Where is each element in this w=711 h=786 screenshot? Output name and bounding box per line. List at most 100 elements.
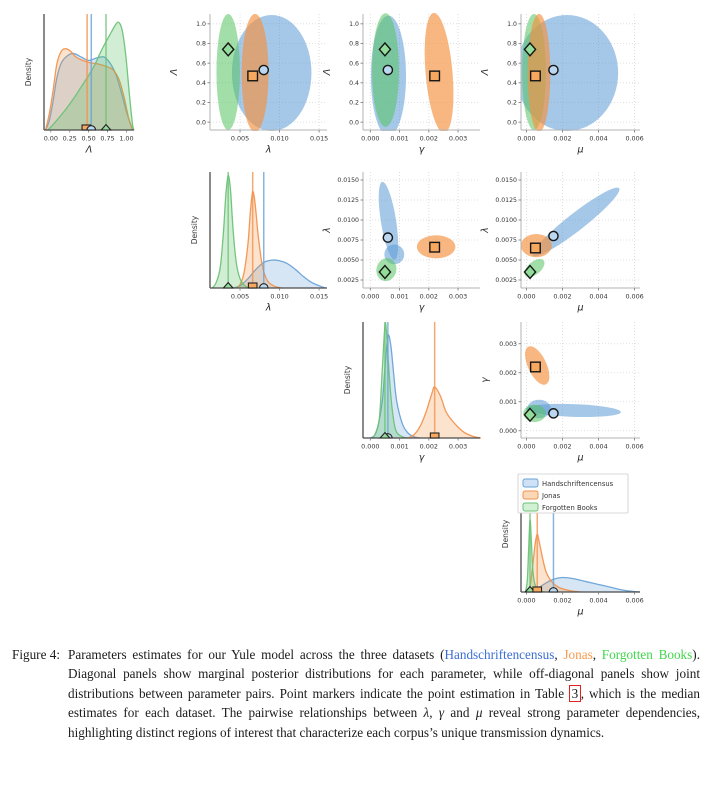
link-table-3[interactable]: 3	[569, 684, 581, 702]
kde-fill-jonas	[527, 533, 581, 592]
x-tick-label: 0.010	[270, 293, 288, 301]
y-axis-label: Λ	[322, 69, 333, 77]
caption-text: , which is the median estimates for each…	[68, 685, 701, 721]
legend-label-hsc: Handschriftencensus	[542, 480, 614, 488]
legend-label-fb: Forgotten Books	[542, 504, 598, 512]
figure-caption-text: Parameters estimates for our Yule model …	[68, 645, 700, 742]
kde-fill-jonas	[45, 48, 133, 130]
rug-marker-halfcircle	[86, 125, 97, 131]
caption-text: and	[444, 705, 476, 721]
point-marker-diamond	[221, 41, 235, 57]
x-tick-label: 0.25	[63, 135, 77, 143]
caption-text: ,	[429, 705, 439, 721]
x-axis-label: γ	[419, 453, 426, 464]
x-tick-label: 0.75	[100, 135, 114, 143]
y-tick-label: 0.0150	[337, 177, 359, 184]
axis-ticks: 0.000 0.002 0.004 0.006 0.0 0.2 0.4 0.6 0.8 1.0	[507, 21, 644, 142]
y-axis-label: γ	[480, 376, 491, 383]
y-tick-label: 0.000	[499, 428, 517, 435]
point-marker-diamond	[523, 264, 537, 280]
axis-ticks: 0.000 0.001 0.002 0.003 0.0 0.2 0.4 0.6 0.8 1.0	[349, 21, 467, 142]
y-tick-label: 0.6	[507, 60, 517, 67]
axis-ticks: 0.000 0.002 0.004 0.006	[517, 592, 644, 605]
point-marker-square	[529, 242, 541, 254]
rug-marker-halfsquare	[247, 282, 258, 289]
legend-swatch-hsc	[522, 478, 539, 488]
y-tick-label: 1.0	[507, 21, 517, 28]
panel-lambda-density: 0.005 0.010 0.015 λ Density	[169, 168, 336, 326]
rug-marker-halfsquare	[532, 586, 543, 593]
x-tick-label: 1.00	[119, 135, 133, 143]
x-axis-label: γ	[419, 303, 426, 314]
link-jonas[interactable]: Jonas	[563, 647, 593, 662]
rug-marker-tent	[99, 123, 113, 131]
link-handschriftencensus[interactable]: Handschriftencensus	[444, 647, 555, 662]
y-tick-label: 0.0025	[495, 277, 517, 284]
x-tick-label: 0.002	[553, 293, 571, 301]
x-tick-label: 0.001	[390, 135, 408, 143]
kde-line-hsc	[44, 52, 134, 131]
math-symbol: λ	[423, 705, 430, 721]
grid-lines	[363, 172, 480, 288]
y-tick-label: 0.4	[507, 80, 517, 87]
plot-svg-gamma-vs-mu: 0.000 0.002 0.004 0.006 0.000 0.001 0.002 0.003…	[480, 322, 644, 464]
x-tick-label: 0.003	[449, 293, 467, 301]
point-marker-square	[247, 70, 259, 82]
x-axis-label: μ	[576, 453, 583, 464]
y-axis-label: λ	[480, 227, 491, 234]
kde-fill-hsc	[233, 260, 326, 288]
kde-line-hsc	[369, 334, 421, 439]
x-tick-label: 0.000	[361, 443, 379, 451]
figure-caption: Figure 4: Parameters estimates for our Y…	[12, 645, 700, 742]
point-marker-circle	[548, 408, 559, 419]
x-tick-label: 0.00	[44, 135, 58, 143]
kde-fill-hsc	[370, 334, 421, 438]
plot-svg-Lambda-density: 0.00 0.25 0.50 0.75 1.00 Λ Density	[24, 14, 135, 156]
x-tick-label: 0.000	[361, 293, 379, 301]
y-tick-label: 0.2	[507, 100, 517, 107]
x-tick-label: 0.002	[553, 443, 571, 451]
y-tick-label: 0.0075	[337, 237, 359, 244]
plot-svg-gamma-density: 0.000 0.001 0.002 0.003 γ Density	[343, 322, 481, 464]
kde-line-jonas	[408, 386, 481, 439]
plot-svg-lambda-vs-mu: 0.000 0.002 0.004 0.006 0.0025 0.0050 0.0075 0.…	[480, 172, 644, 314]
point-marker-circle	[258, 64, 270, 76]
x-tick-label: 0.006	[625, 135, 643, 143]
x-tick-label: 0.015	[310, 293, 328, 301]
plot-svg-lambda-density: 0.005 0.010 0.015 λ Density	[190, 172, 328, 314]
joint-distribution-blobs	[523, 346, 621, 423]
plot-svg-lambda-vs-gamma: 0.000 0.001 0.002 0.003 0.0025 0.0050 0.0075 0.…	[322, 172, 480, 314]
figure-label: Figure 4:	[12, 647, 60, 662]
y-tick-label: 0.0	[507, 119, 517, 126]
kde-fill-jonas	[408, 386, 481, 438]
blob-fb	[524, 258, 545, 278]
y-axis-label: Λ	[169, 69, 180, 77]
kde-curves	[44, 14, 135, 131]
x-tick-label: 0.005	[231, 135, 249, 143]
link-forgotten-books[interactable]: Forgotten Books	[601, 647, 693, 662]
caption-text: ,	[592, 647, 602, 662]
x-tick-label: 0.002	[553, 597, 571, 605]
x-axis-label: λ	[265, 303, 272, 314]
x-tick-label: 0.002	[420, 135, 438, 143]
kde-line-jonas	[44, 48, 134, 131]
point-marker-circle	[548, 64, 559, 76]
rug-marker-halfcircle	[548, 587, 559, 593]
y-axis-label: Density	[24, 57, 33, 86]
axis-ticks: 0.000 0.002 0.004 0.006 0.000 0.001 0.002 0.003	[499, 341, 643, 451]
x-tick-label: 0.002	[420, 443, 438, 451]
plot-svg-Lambda-vs-mu: 0.000 0.002 0.004 0.006 0.0 0.2 0.4 0.6 0.8 1.0 μ Λ	[480, 13, 644, 156]
panel-lambda-vs-mu: 0.000 0.002 0.004 0.006 0.0025 0.0050 0.0075 0.…	[480, 168, 649, 326]
y-tick-label: 0.6	[196, 60, 206, 67]
y-tick-label: 0.6	[349, 60, 359, 67]
caption-text: Parameters estimates for our Yule model …	[68, 647, 445, 662]
joint-distribution-blobs	[521, 187, 620, 278]
kde-line-fb	[211, 174, 253, 289]
x-tick-label: 0.006	[625, 597, 643, 605]
plot-svg-Lambda-vs-gamma: 0.000 0.001 0.002 0.003 0.0 0.2 0.4 0.6 0.8 1.0 γ Λ	[322, 12, 480, 156]
point-marker-diamond	[523, 407, 537, 423]
x-axis-label: γ	[419, 145, 426, 156]
y-tick-label: 0.0050	[495, 257, 517, 264]
y-tick-label: 0.0	[196, 119, 206, 126]
x-tick-label: 0.000	[517, 597, 535, 605]
